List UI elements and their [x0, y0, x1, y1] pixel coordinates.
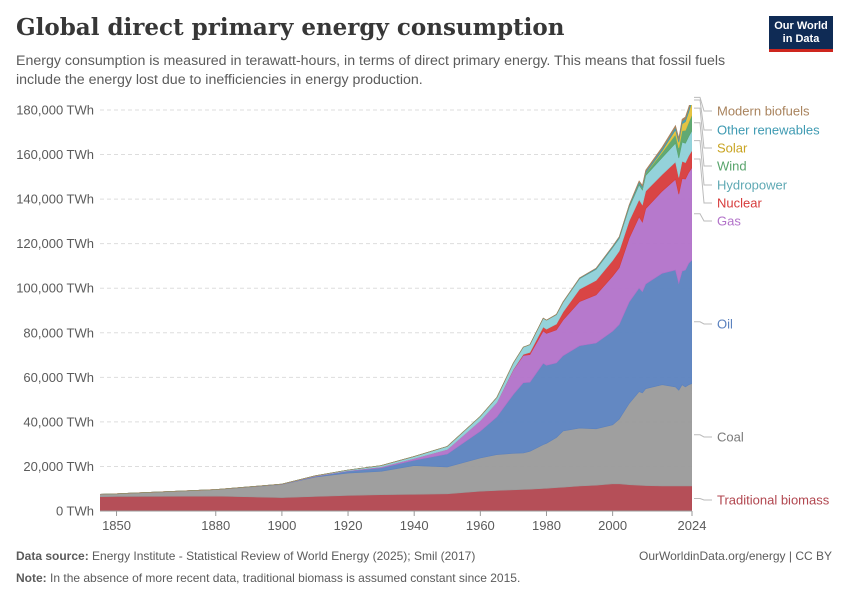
series-label-wind[interactable]: Wind [717, 159, 747, 174]
y-tick-label: 180,000 TWh [16, 103, 94, 118]
series-label-gas[interactable]: Gas [717, 214, 741, 229]
y-tick-label: 100,000 TWh [16, 281, 94, 296]
chart-subtitle: Energy consumption is measured in terawa… [16, 53, 726, 88]
series-label-solar[interactable]: Solar [717, 141, 748, 156]
series-label-nuclear[interactable]: Nuclear [717, 196, 762, 211]
y-tick-label: 60,000 TWh [23, 370, 94, 385]
label-leader-line [694, 498, 712, 501]
note-label: Note: [16, 571, 47, 585]
label-leader-line [694, 96, 712, 112]
logo-line-1: Our World [774, 20, 828, 32]
label-leader-line [694, 158, 712, 204]
y-tick-label: 20,000 TWh [23, 459, 94, 474]
x-tick-label: 2024 [678, 518, 707, 533]
x-tick-label: 1900 [267, 518, 296, 533]
label-leader-line [694, 321, 712, 325]
x-tick-label: 1920 [334, 518, 363, 533]
series-labels: Traditional biomass Coal Oil Gas Nuclear Hydr… [694, 96, 830, 508]
label-leader-line [694, 213, 712, 222]
series-label-coal[interactable]: Coal [717, 430, 744, 445]
data-source: Data source: Energy Institute - Statisti… [16, 549, 475, 563]
y-tick-label: 140,000 TWh [16, 192, 94, 207]
y-tick-label: 160,000 TWh [16, 147, 94, 162]
series-label-other-renewables[interactable]: Other renewables [717, 123, 820, 138]
x-tick-label: 1960 [466, 518, 495, 533]
series-label-modern-biofuels[interactable]: Modern biofuels [717, 104, 810, 119]
label-leader-line [694, 122, 712, 167]
y-tick-label: 120,000 TWh [16, 236, 94, 251]
x-tick-label: 1850 [102, 518, 131, 533]
y-tick-label: 0 TWh [56, 504, 94, 519]
data-source-label: Data source: [16, 549, 89, 563]
y-tick-label: 40,000 TWh [23, 414, 94, 429]
label-leader-line [694, 434, 712, 438]
label-leader-line [694, 107, 712, 149]
series-label-oil[interactable]: Oil [717, 317, 733, 332]
area-series [0, 96, 692, 511]
chart-note: Note: In the absence of more recent data… [16, 571, 520, 585]
series-label-hydropower[interactable]: Hydropower [717, 178, 788, 193]
axes: 0 TWh 20,000 TWh 40,000 TWh 60,000 TWh 80,00… [16, 103, 706, 534]
x-tick-label: 2000 [598, 518, 627, 533]
chart-title: Global direct primary energy consumption [16, 14, 565, 41]
owid-logo[interactable]: Our World in Data [769, 16, 833, 52]
label-leader-line [694, 140, 712, 186]
label-leader-line [694, 99, 712, 131]
x-tick-label: 1880 [201, 518, 230, 533]
y-tick-label: 80,000 TWh [23, 325, 94, 340]
area-modern-biofuels[interactable] [0, 96, 692, 498]
data-source-text: Energy Institute - Statistical Review of… [92, 549, 476, 563]
note-text: In the absence of more recent data, trad… [50, 571, 521, 585]
x-tick-label: 1980 [532, 518, 561, 533]
x-tick-label: 1940 [400, 518, 429, 533]
series-label-traditional-biomass[interactable]: Traditional biomass [717, 493, 830, 508]
credit-link[interactable]: OurWorldinData.org/energy | CC BY [639, 549, 832, 563]
logo-line-2: in Data [782, 32, 820, 45]
